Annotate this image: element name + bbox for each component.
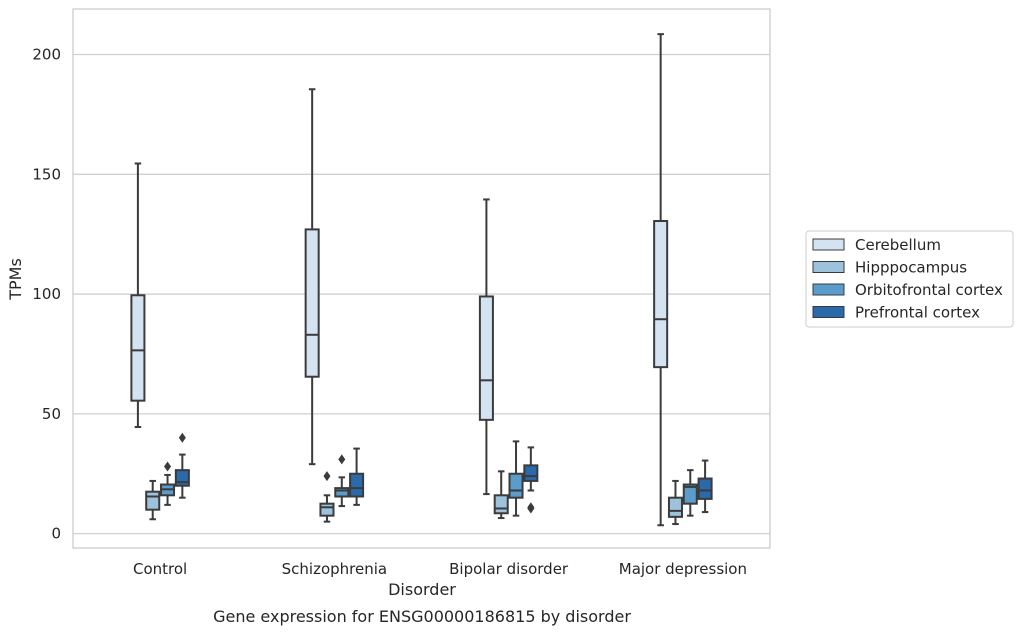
outlier-point — [323, 471, 331, 482]
y-tick-label: 0 — [51, 525, 61, 543]
y-tick-label: 100 — [32, 285, 61, 303]
box — [493, 494, 509, 515]
boxes — [130, 33, 713, 527]
box — [174, 469, 190, 487]
x-tick-label: Major depression — [619, 560, 747, 578]
x-tick-label: Schizophrenia — [282, 560, 387, 578]
legend-label: Orbitofrontal cortex — [855, 281, 1003, 299]
outlier-point — [164, 461, 172, 472]
box-group — [667, 479, 683, 526]
box-group — [319, 471, 335, 523]
box-group — [478, 198, 494, 496]
box — [145, 490, 161, 511]
box-group — [697, 459, 713, 514]
legend-label: Cerebellum — [855, 236, 941, 254]
box — [319, 502, 335, 517]
box-group — [349, 447, 365, 506]
legend-swatch — [812, 283, 845, 296]
box-group — [523, 446, 539, 514]
plot-area-frame — [72, 8, 771, 549]
legend-label: Prefrontal cortex — [855, 304, 980, 322]
outlier-point — [178, 432, 186, 443]
outlier-point — [338, 454, 346, 465]
x-tick-label: Bipolar disorder — [449, 560, 569, 578]
y-tick-label: 150 — [32, 165, 61, 183]
box-group — [682, 469, 698, 517]
legend-swatch — [812, 306, 845, 318]
y-tick-label: 50 — [42, 405, 61, 423]
y-axis-ticks: 0 50 100 150 200 — [32, 46, 61, 543]
box — [334, 487, 350, 498]
box-group — [160, 461, 176, 506]
box — [667, 496, 683, 518]
legend: Cerebellum Hipppocampus Orbitofrontal cort… — [805, 230, 1014, 328]
y-axis-label: TPMs — [6, 258, 25, 301]
x-axis-ticks: Control Schizophrenia Bipolar disorder Majo… — [133, 560, 747, 578]
legend-swatch — [812, 261, 845, 273]
box-group — [130, 162, 146, 429]
y-tick-label: 200 — [32, 46, 61, 64]
box — [349, 472, 365, 498]
legend-frame — [805, 230, 1014, 328]
box-group — [508, 440, 524, 517]
x-tick-label: Control — [133, 560, 187, 578]
box-group — [334, 454, 350, 508]
box-group — [174, 432, 190, 499]
box — [523, 464, 539, 482]
box — [130, 294, 146, 402]
box — [697, 477, 713, 500]
box — [478, 295, 494, 421]
box-group — [493, 470, 509, 520]
box — [304, 228, 320, 378]
box — [653, 220, 669, 369]
x-axis-label: Disorder — [388, 580, 456, 599]
legend-label: Hipppocampus — [855, 259, 967, 277]
legend-swatch — [812, 238, 845, 251]
box-group — [653, 33, 669, 527]
grid-lines — [73, 53, 770, 535]
box — [508, 472, 524, 499]
chart-title: Gene expression for ENSG00000186815 by d… — [213, 607, 631, 626]
box-group — [145, 479, 161, 521]
box — [682, 483, 698, 505]
outlier-point — [527, 503, 535, 514]
box-group — [304, 88, 320, 466]
